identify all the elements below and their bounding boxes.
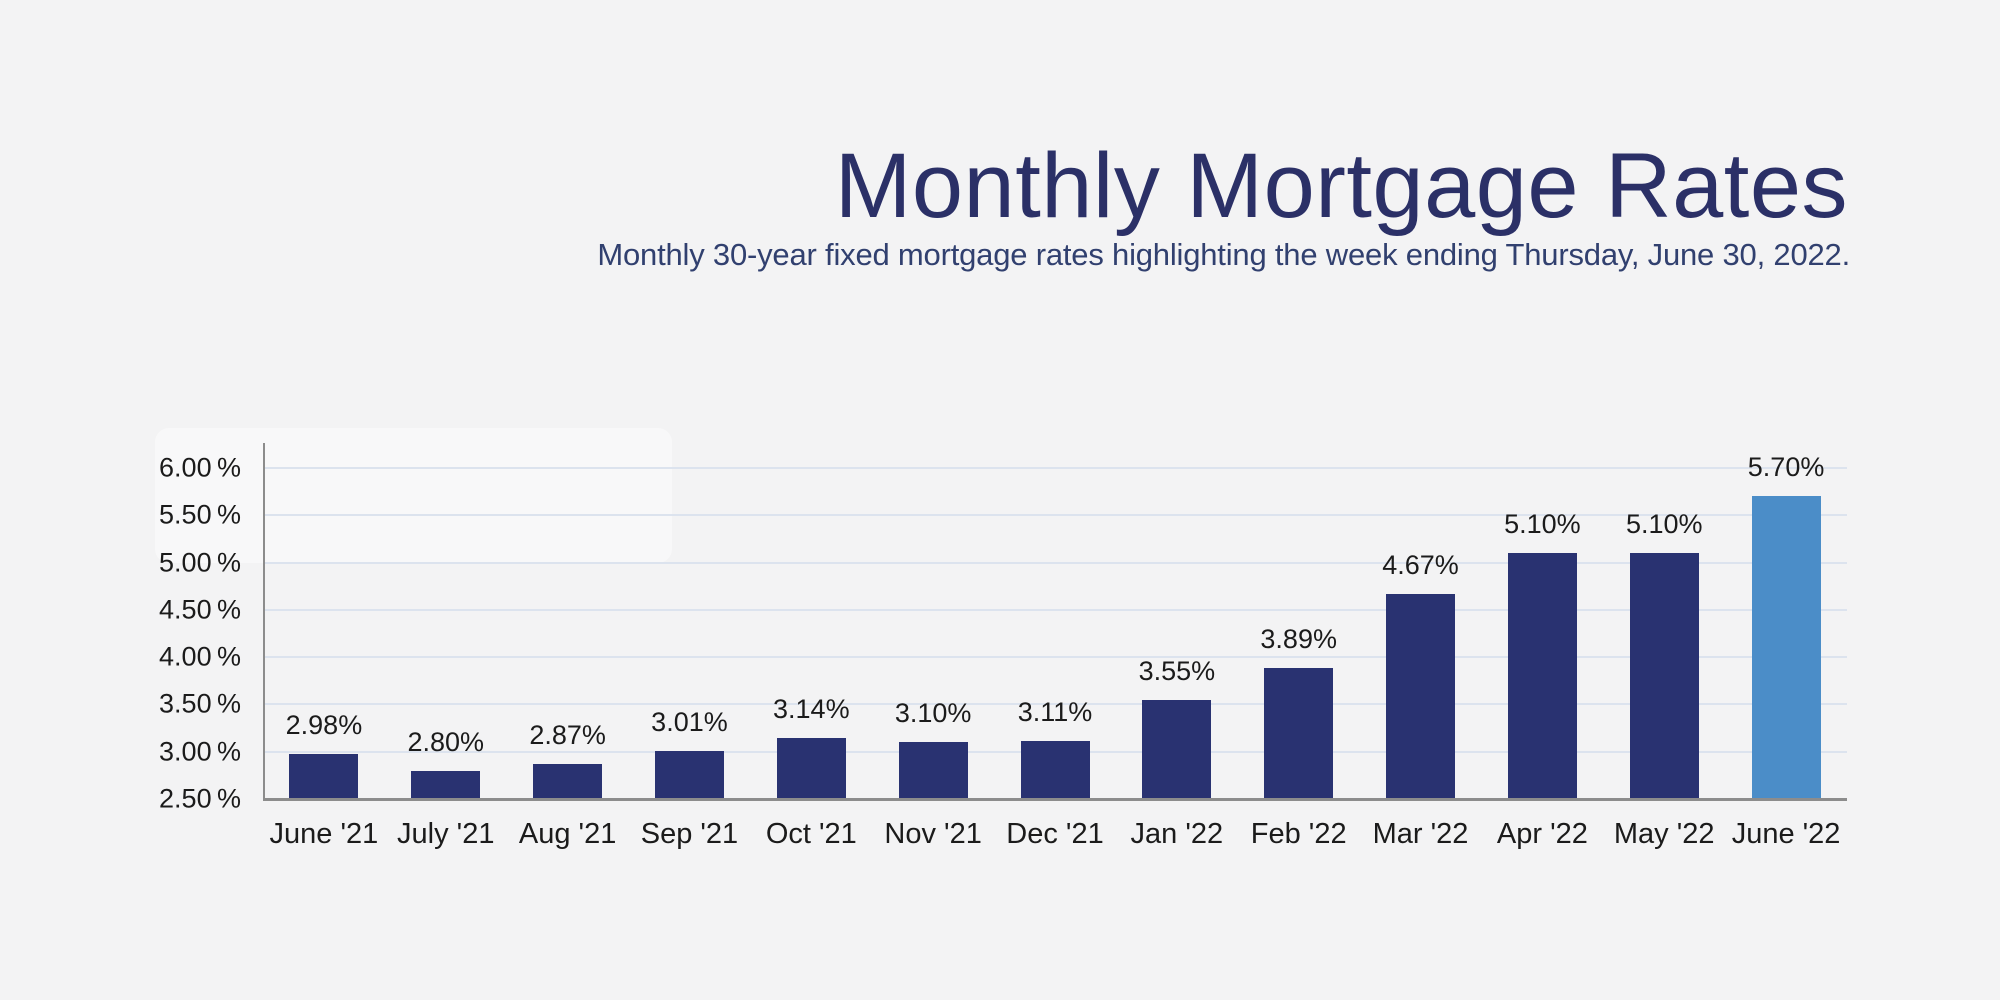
bar-value-label: 5.10%: [1504, 509, 1581, 540]
bar-value-label: 5.70%: [1747, 452, 1825, 483]
y-axis-tick-label: 4.50 %: [159, 594, 241, 625]
bar-value-label: 2.87%: [529, 720, 606, 750]
bar-feb22: [1264, 667, 1334, 798]
bar-value-label: 3.89%: [1260, 623, 1337, 654]
y-axis-tick-label: 3.50 %: [159, 688, 241, 719]
y-axis-tick-label: 3.00 %: [159, 736, 241, 767]
x-axis-line: [263, 798, 1847, 801]
bar-mar22: [1386, 593, 1456, 798]
x-axis-category-label: Feb '22: [1250, 818, 1347, 850]
bar-value-label: 3.14%: [773, 694, 850, 725]
bar-value-label: 3.10%: [894, 698, 972, 729]
y-axis-tick-label: 5.00 %: [159, 547, 241, 577]
x-axis-category-label: Oct '21: [765, 818, 857, 850]
bar-nov21: [898, 742, 968, 798]
x-axis-category-label: June '22: [1731, 818, 1841, 850]
x-axis-category-label: Aug '21: [518, 818, 617, 850]
y-axis-line: [263, 443, 265, 801]
chart-title: Monthly Mortgage Rates: [834, 135, 1848, 237]
gridline: [264, 608, 1847, 611]
x-axis-category-label: Apr '22: [1496, 818, 1588, 850]
bar-dec21: [1020, 741, 1090, 798]
x-axis-category-label: Sep '21: [640, 818, 739, 850]
bar-sep21: [654, 750, 724, 798]
y-axis-tick-label: 2.50 %: [159, 783, 241, 814]
background-panel: [155, 428, 672, 563]
bar-value-label: 4.67%: [1382, 549, 1459, 580]
gridline: [264, 514, 1847, 517]
y-axis-tick-label: 5.50 %: [159, 499, 241, 530]
bar-value-label: 2.80%: [407, 726, 485, 757]
bar-may22: [1629, 553, 1699, 798]
bar-oct21: [776, 738, 846, 798]
gridline: [264, 656, 1847, 659]
x-axis-category-label: Jan '22: [1130, 818, 1224, 850]
y-axis-tick-label: 4.00 %: [159, 641, 241, 672]
x-axis-category-label: July '21: [397, 818, 495, 850]
bar-june22: [1751, 496, 1821, 798]
gridline: [264, 561, 1847, 564]
gridline: [264, 466, 1847, 469]
bar-value-label: 3.11%: [1017, 697, 1093, 728]
bar-value-label: 3.55%: [1138, 655, 1216, 686]
bar-value-label: 5.10%: [1625, 509, 1703, 540]
x-axis-category-label: Dec '21: [1006, 818, 1104, 850]
x-axis-category-label: Nov '21: [884, 818, 982, 850]
bar-value-label: 3.01%: [651, 706, 728, 737]
x-axis-category-label: May '22: [1613, 818, 1715, 850]
bar-june21: [289, 753, 359, 798]
bar-jan22: [1142, 699, 1212, 798]
gridline: [264, 703, 1847, 706]
y-axis-tick-label: 6.00 %: [159, 452, 241, 483]
bar-july21: [411, 770, 481, 798]
x-axis-category-label: Mar '22: [1372, 818, 1469, 850]
bar-value-label: 2.98%: [285, 709, 363, 740]
bar-aug21: [533, 763, 603, 798]
chart-subtitle: Monthly 30-year fixed mortgage rates hig…: [597, 237, 1850, 272]
bar-apr22: [1507, 553, 1577, 798]
x-axis-category-label: June '21: [269, 818, 379, 850]
